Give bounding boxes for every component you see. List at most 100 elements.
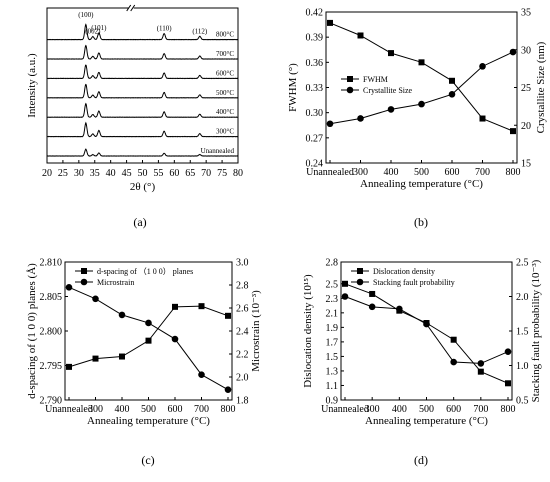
data-point-circle (387, 106, 395, 113)
y-left-tick-label: 0.39 (306, 33, 324, 44)
data-point-square (369, 290, 376, 297)
y-left-axis-title: FWHM (°) (287, 63, 299, 112)
pattern-label: 400°C (216, 108, 234, 116)
x-tick-label: 800 (221, 404, 236, 415)
x-tick-label: 80 (233, 168, 243, 179)
y-left-tick-label: 1.3 (326, 366, 339, 377)
xrd-pattern (46, 44, 239, 60)
data-point-circle (509, 48, 517, 56)
data-point-circle (145, 319, 152, 327)
data-point-circle (450, 358, 457, 366)
data-point-square (145, 337, 152, 344)
y-right-tick-label: 35 (521, 8, 531, 19)
x-tick-label: 600 (445, 167, 460, 178)
x-tick-label: 30 (74, 168, 84, 179)
panel-label-d: (d) (414, 453, 428, 467)
data-point-square (357, 32, 364, 39)
data-point-circle (171, 335, 179, 343)
y-left-tick-label: 0.27 (306, 133, 324, 144)
peak-label: (110) (157, 25, 173, 33)
data-point-square (449, 77, 455, 84)
peak-label: (002) (85, 28, 101, 36)
y-right-tick-label: 2.0 (516, 292, 529, 303)
data-point-circle (65, 284, 73, 291)
y-left-tick-label: 2.795 (40, 361, 63, 372)
pattern-label: 600°C (216, 69, 234, 77)
xrd-pattern (46, 64, 239, 80)
plot-frame-c (64, 261, 233, 401)
y-left-tick-label: 1.1 (326, 381, 339, 392)
y-right-tick-label: 1.8 (236, 396, 249, 407)
y-left-tick-label: 2.3 (326, 294, 339, 305)
data-point-circle (118, 311, 126, 319)
data-point-circle (357, 115, 364, 122)
data-point-circle (368, 303, 376, 311)
x-tick-label: 400 (392, 404, 407, 415)
y-left-tick-label: 0.42 (306, 8, 324, 19)
data-point-square (81, 268, 87, 274)
axis-break-mark (126, 4, 132, 12)
x-tick-label: 500 (414, 167, 429, 178)
plot-frame-a (46, 7, 239, 164)
x-tick-label: Unannealed (306, 167, 354, 178)
data-point-circle (326, 120, 334, 128)
y-right-tick-label: 2.5 (516, 258, 529, 269)
y-right-tick-label: 1.5 (516, 327, 529, 338)
data-point-circle (92, 295, 99, 303)
data-point-square (225, 312, 231, 319)
x-axis-title: Annealing temperature (°C) (360, 178, 483, 190)
y-right-tick-label: 30 (521, 45, 531, 56)
y-right-tick-label: 2.6 (236, 304, 249, 315)
x-tick-label: 700 (473, 404, 488, 415)
peak-label: (101) (91, 24, 107, 32)
data-point-square (198, 303, 205, 310)
x-tick-label: 45 (122, 168, 132, 179)
x-tick-label: 600 (168, 404, 183, 415)
x-tick-label: 700 (475, 167, 490, 178)
y-right-tick-label: 25 (521, 83, 531, 94)
y-left-tick-label: 2.1 (326, 308, 339, 319)
data-point-square (342, 280, 348, 287)
x-axis-title: 2θ (°) (130, 181, 156, 193)
legend-label: Stacking fault probability (373, 278, 455, 287)
y-left-axis-title: d-spacing of (1 0 0) planes (Å) (26, 263, 38, 399)
y-left-tick-label: 2.810 (40, 258, 63, 269)
x-tick-label: 40 (106, 168, 116, 179)
series-line (344, 283, 509, 384)
y-left-tick-label: 0.33 (306, 83, 324, 94)
pattern-label: 500°C (216, 89, 234, 97)
legend-label: Crystallite Size (363, 86, 413, 95)
x-tick-label: 400 (115, 404, 130, 415)
data-point-circle (477, 360, 485, 367)
y-left-tick-label: 2.790 (40, 396, 63, 407)
data-point-square (450, 336, 457, 343)
y-left-tick-label: 0.9 (326, 396, 339, 407)
y-right-axis-title: Stacking fault probability (10⁻³) (530, 259, 542, 402)
y-right-tick-label: 1.0 (516, 361, 529, 372)
xrd-pattern (46, 83, 239, 99)
y-left-tick-label: 0.24 (306, 159, 324, 170)
data-point-square (66, 363, 72, 370)
data-point-circle (418, 100, 425, 108)
data-point-circle (346, 86, 354, 94)
y-axis-title: Intensity (a.u.) (26, 53, 38, 118)
axis-break-gap (128, 5, 134, 12)
legend-label: FWHM (363, 75, 388, 84)
y-left-tick-label: 1.5 (326, 352, 339, 363)
x-tick-label: 700 (194, 404, 209, 415)
panel-label-b: (b) (414, 215, 428, 229)
peak-label: (112) (192, 27, 208, 35)
panel-label-a: (a) (133, 215, 146, 229)
data-point-square (357, 268, 363, 274)
data-point-circle (504, 348, 512, 356)
x-tick-label: 800 (501, 404, 516, 415)
x-tick-label: 500 (419, 404, 434, 415)
data-point-square (119, 353, 125, 360)
data-point-circle (198, 371, 205, 379)
data-point-square (92, 355, 99, 362)
y-right-tick-label: 2.2 (236, 350, 249, 361)
series-line (329, 22, 514, 132)
panel-label-c: (c) (141, 453, 154, 467)
plot-frame-b (325, 11, 518, 164)
x-tick-label: 65 (185, 168, 195, 179)
